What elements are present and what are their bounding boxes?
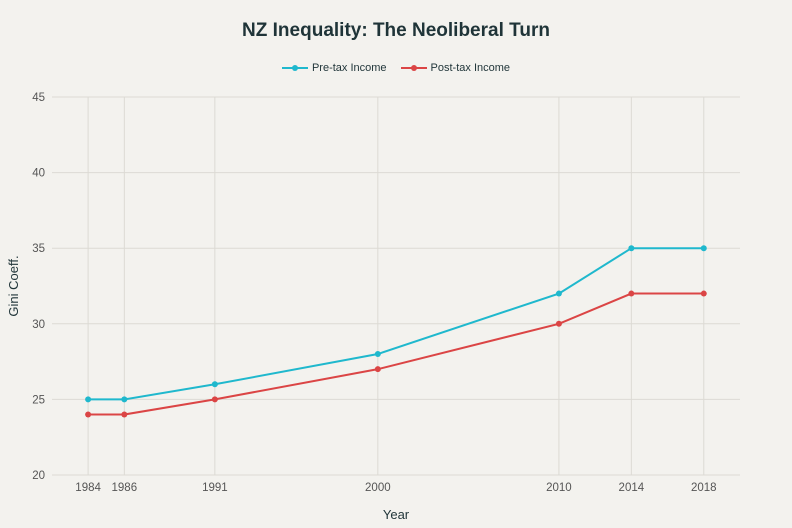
legend-label-pre-tax: Pre-tax Income [311, 62, 387, 74]
x-tick-label: 1986 [112, 482, 138, 494]
y-tick-label: 30 [32, 319, 45, 331]
legend-marker-pre-tax [281, 65, 308, 71]
legend-item-post-tax[interactable]: Post-tax Income [400, 62, 511, 74]
series-line-post-tax [88, 292, 704, 416]
data-point-post-tax [211, 396, 218, 403]
y-tick-label: 25 [32, 394, 45, 406]
x-tick-label: 2010 [546, 482, 572, 494]
y-tick-label: 35 [32, 243, 45, 255]
data-point-post-tax [85, 411, 92, 418]
data-point-post-tax [374, 366, 381, 373]
x-tick-label: 2018 [691, 482, 717, 494]
chart-title: NZ Inequality: The Neoliberal Turn [242, 20, 550, 41]
legend-marker-post-tax [400, 65, 427, 71]
y-tick-label: 40 [32, 168, 45, 180]
legend-label-post-tax: Post-tax Income [430, 62, 511, 74]
x-axis-label: Year [383, 507, 410, 522]
data-point-pre-tax [85, 396, 92, 403]
legend-item-pre-tax[interactable]: Pre-tax Income [281, 62, 387, 74]
data-point-pre-tax [211, 381, 218, 388]
x-tick-label: 1984 [75, 482, 101, 494]
x-tick-label: 2014 [619, 482, 645, 494]
y-tick-label: 45 [32, 92, 45, 104]
x-tick-label: 1991 [202, 482, 228, 494]
data-point-pre-tax [121, 396, 128, 403]
y-axis-label: Gini Coeff. [6, 255, 21, 316]
data-point-pre-tax [700, 245, 707, 252]
data-point-pre-tax [374, 351, 381, 358]
data-point-pre-tax [555, 290, 562, 297]
legend: Pre-tax Income Post-tax Income [0, 62, 792, 74]
data-point-post-tax [121, 411, 128, 418]
y-tick-label: 20 [32, 470, 45, 482]
x-tick-label: 2000 [365, 482, 391, 494]
data-point-pre-tax [628, 245, 635, 252]
data-point-post-tax [700, 290, 707, 297]
data-point-post-tax [628, 290, 635, 297]
data-point-post-tax [555, 320, 562, 327]
